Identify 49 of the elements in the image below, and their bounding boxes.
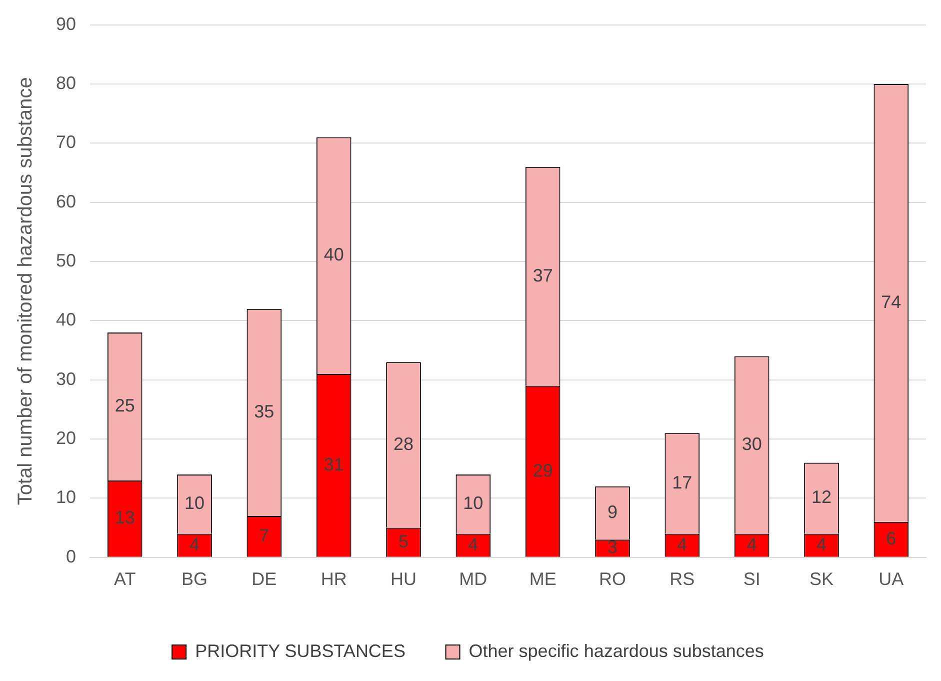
y-tick-label: 80 <box>56 72 76 93</box>
x-tick-label: MD <box>459 569 488 590</box>
y-tick-label: 50 <box>56 250 76 270</box>
data-label: 4 <box>190 534 200 554</box>
x-tick-label: DE <box>252 569 277 590</box>
legend-label: PRIORITY SUBSTANCES <box>195 640 406 661</box>
y-tick-label: 0 <box>66 546 76 566</box>
data-label: 13 <box>114 508 135 528</box>
data-label: 7 <box>259 525 270 546</box>
y-tick-label: 60 <box>56 191 76 212</box>
data-label: 3 <box>608 537 618 558</box>
x-tick-label: ME <box>529 569 556 590</box>
data-label: 5 <box>398 531 409 552</box>
x-tick-label: HU <box>390 569 417 590</box>
y-tick-label: 30 <box>56 368 76 389</box>
data-label: 74 <box>881 292 902 312</box>
data-label: 28 <box>394 434 414 454</box>
x-tick-label: UA <box>878 569 904 590</box>
data-label: 29 <box>532 460 553 480</box>
x-tick-label: BG <box>182 569 208 590</box>
legend-label: Other specific hazardous substances <box>468 640 764 661</box>
data-label: 30 <box>742 434 762 454</box>
data-label: 35 <box>254 401 274 422</box>
data-label: 4 <box>746 534 757 554</box>
data-label: 31 <box>324 454 344 474</box>
x-tick-label: HR <box>320 569 347 590</box>
y-tick-label: 20 <box>56 428 76 448</box>
data-label: 37 <box>532 265 553 286</box>
x-tick-label: AT <box>114 569 136 590</box>
x-tick-label: RS <box>670 569 695 590</box>
data-label: 12 <box>811 487 832 508</box>
data-label: 4 <box>816 534 827 554</box>
data-label: 9 <box>608 502 618 522</box>
y-tick-label: 70 <box>56 132 76 152</box>
data-label: 4 <box>468 534 478 554</box>
data-label: 17 <box>672 472 692 492</box>
y-tick-label: 10 <box>56 487 76 508</box>
x-tick-label: SK <box>809 569 834 590</box>
data-label: 25 <box>114 395 135 416</box>
x-tick-label: RO <box>599 569 626 590</box>
y-tick-label: 90 <box>56 14 76 34</box>
data-label: 10 <box>463 493 484 514</box>
data-label: 10 <box>184 493 205 514</box>
y-tick-label: 40 <box>56 310 76 330</box>
x-tick-label: SI <box>743 569 760 590</box>
y-axis-title: Total number of monitored hazardous substance <box>14 77 37 506</box>
data-label: 4 <box>677 534 688 554</box>
data-label: 6 <box>886 528 896 548</box>
data-label: 40 <box>324 244 344 265</box>
